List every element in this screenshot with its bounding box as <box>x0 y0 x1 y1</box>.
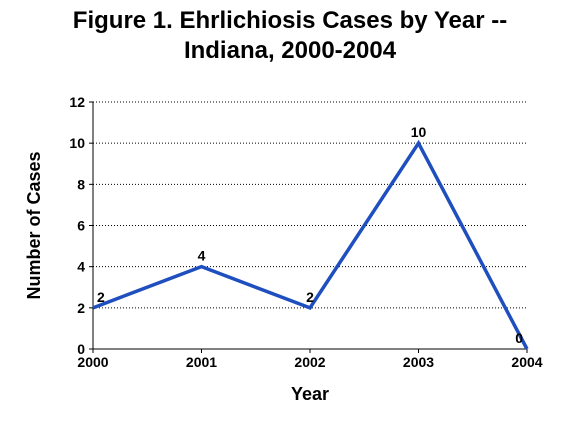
data-label: 10 <box>411 124 427 140</box>
data-label: 0 <box>515 330 523 346</box>
x-tick-label: 2001 <box>186 354 217 370</box>
data-label: 2 <box>97 289 105 305</box>
y-tick-label: 0 <box>77 341 85 357</box>
series <box>92 139 529 350</box>
x-tick-label: 2000 <box>77 354 108 370</box>
y-tick-label: 6 <box>77 218 85 234</box>
y-tick-label: 10 <box>69 135 85 151</box>
y-tick-label: 12 <box>69 94 85 110</box>
data-label: 2 <box>306 289 314 305</box>
gridlines <box>93 101 527 309</box>
x-axis-title: Year <box>291 384 329 404</box>
y-tick-label: 2 <box>77 300 85 316</box>
series-line <box>92 139 529 350</box>
y-tick-label: 8 <box>77 176 85 192</box>
y-axis-title: Number of Cases <box>24 151 44 299</box>
chart-title-line-1: Figure 1. Ehrlichiosis Cases by Year -- <box>72 7 508 34</box>
y-tick-label: 4 <box>77 259 85 275</box>
x-tick-label: 2004 <box>511 354 542 370</box>
chart-title: Figure 1. Ehrlichiosis Cases by Year -- … <box>0 6 580 66</box>
x-tick-label: 2002 <box>294 354 325 370</box>
data-labels: 2 4 2 10 0 <box>97 124 523 346</box>
x-tick-labels: 2000 2001 2002 2003 2004 <box>77 354 542 370</box>
chart-title-line-2: Indiana, 2000-2004 <box>183 37 397 64</box>
data-label: 4 <box>198 248 206 264</box>
y-tick-labels: 0 2 4 6 8 10 12 <box>69 94 85 357</box>
x-tick-label: 2003 <box>403 354 434 370</box>
